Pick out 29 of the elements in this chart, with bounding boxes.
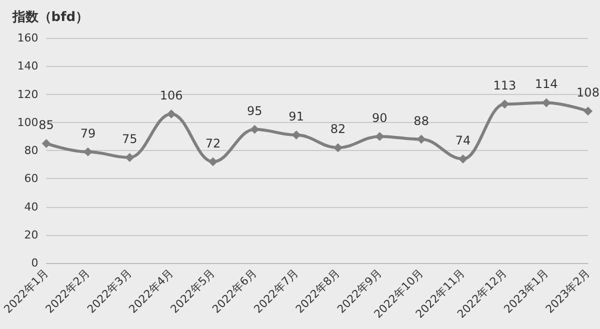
data-label: 108 <box>576 86 600 100</box>
data-label: 75 <box>122 132 138 146</box>
data-label: 91 <box>288 110 304 124</box>
point <box>125 153 134 162</box>
data-label: 114 <box>534 77 558 92</box>
y-tick-label: 0 <box>31 256 38 270</box>
y-tick-label: 140 <box>17 60 38 73</box>
data-label: 95 <box>247 104 262 118</box>
point <box>584 106 592 116</box>
data-label: 72 <box>205 136 221 150</box>
y-tick-label: 60 <box>24 172 38 186</box>
data-label: 88 <box>414 114 429 128</box>
data-label: 113 <box>493 78 516 93</box>
data-label: 85 <box>38 118 54 132</box>
y-tick-label: 40 <box>24 200 38 214</box>
y-tick-label: 160 <box>17 32 38 44</box>
y-tick-label: 20 <box>24 228 38 242</box>
data-label: 79 <box>80 126 96 140</box>
data-label: 82 <box>330 122 346 136</box>
y-tick-label: 100 <box>17 116 38 129</box>
y-axis-title: 指数（bfd） <box>11 10 89 25</box>
y-tick-label: 120 <box>17 88 38 101</box>
point <box>166 109 176 118</box>
y-tick-label: 80 <box>24 144 38 157</box>
data-label: 90 <box>372 110 388 125</box>
data-label: 74 <box>455 133 471 148</box>
data-label: 106 <box>160 88 183 102</box>
point <box>208 157 218 166</box>
point <box>42 138 51 148</box>
